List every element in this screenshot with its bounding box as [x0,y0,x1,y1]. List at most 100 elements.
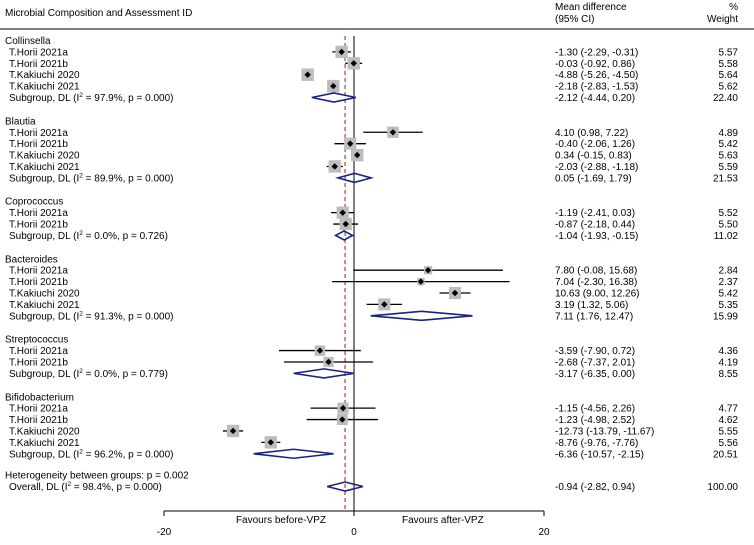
effect-ci-text: -0.87 (-2.18, 0.44) [555,220,635,231]
effect-ci-text: -2.18 (-2.83, -1.53) [555,82,638,93]
subgroup-diamond [293,368,355,379]
weight-text: 5.58 [719,59,739,70]
weight-text: 5.57 [719,47,739,58]
study-label: T.Horii 2021b [9,139,68,150]
weight-text: 5.64 [719,70,739,81]
study-label: T.Horii 2021a [9,404,68,415]
subgroup-ci-text: -3.17 (-6.35, 0.00) [555,369,635,380]
effect-ci-text: -2.68 (-7.37, 2.01) [555,357,635,368]
point-estimate [417,278,425,285]
effect-ci-text: -2.03 (-2.88, -1.18) [555,162,638,173]
effect-ci-text: -12.73 (-13.79, -11.67) [555,426,654,437]
effect-ci-text: 0.34 (-0.15, 0.83) [555,151,632,162]
group-heading: Bifidobacterium [5,392,74,403]
effect-ci-text: -0.03 (-0.92, 0.86) [555,59,635,70]
weight-text: 5.42 [719,139,739,150]
weight-text: 5.50 [719,220,739,231]
subgroup-diamond [333,230,355,241]
weight-text: 5.42 [719,289,739,300]
study-label: T.Horii 2021b [9,220,68,231]
subgroup-label: Subgroup, DL (I2 = 96.2%, p = 0.000) [9,448,173,460]
group-heading: Coprococcus [5,197,63,208]
effect-ci-text: 10.63 (9.00, 12.26) [555,289,640,300]
point-estimate [316,347,324,354]
subgroup-diamond [311,92,357,103]
effect-ci-text: 7.04 (-2.30, 16.38) [555,277,637,288]
study-label: T.Horii 2021b [9,415,68,426]
study-label: T.Horii 2021a [9,266,68,277]
weight-text: 4.19 [719,357,739,368]
effect-ci-text: 3.19 (1.32, 5.06) [555,300,628,311]
weight-text: 5.62 [719,82,739,93]
effect-ci-text: -1.15 (-4.56, 2.26) [555,404,635,415]
favours-left-label: Favours before-VPZ [236,515,326,526]
point-estimate [331,163,338,170]
subgroup-ci-text: -6.36 (-10.57, -2.15) [555,449,644,460]
overall-weight-text: 100.00 [707,482,738,493]
point-estimate [339,209,346,216]
weight-text: 5.35 [719,300,739,311]
study-label: T.Horii 2021a [9,128,68,139]
overall-diamond [327,481,364,492]
study-label: T.Horii 2021a [9,47,68,58]
point-estimate [338,48,345,56]
weight-text: 2.37 [719,277,739,288]
effect-ci-text: 4.10 (0.98, 7.22) [555,128,628,139]
group-heading: Bacteroides [5,254,58,265]
group-heading: Blautia [5,116,36,127]
effect-ci-text: -0.40 (-2.06, 1.26) [555,139,635,150]
subgroup-weight-text: 20.51 [713,449,738,460]
subgroup-ci-text: 7.11 (1.76, 12.47) [555,311,633,322]
study-label: T.Kakiuchi 2020 [9,426,80,437]
subgroup-label: Subgroup, DL (I2 = 89.9%, p = 0.000) [9,172,173,184]
weight-text: 4.62 [719,415,739,426]
subgroup-label: Subgroup, DL (I2 = 97.9%, p = 0.000) [9,92,173,104]
overall-label: Overall, DL (I2 = 98.4%, p = 0.000) [9,481,162,493]
subgroup-ci-text: 0.05 (-1.69, 1.79) [555,173,632,184]
point-estimate [350,60,357,67]
study-label: T.Horii 2021a [9,346,68,357]
effect-ci-text: 7.80 (-0.08, 15.68) [555,266,637,277]
subgroup-diamond [253,448,334,460]
weight-text: 5.56 [719,438,739,449]
weight-text: 5.63 [719,151,739,162]
subgroup-label: Subgroup, DL (I2 = 0.0%, p = 0.726) [9,230,168,242]
subgroup-diamond [334,172,375,184]
point-estimate [381,301,388,308]
weight-text: 2.84 [719,266,739,277]
point-estimate [229,427,237,435]
study-label: T.Kakiuchi 2020 [9,70,80,81]
point-estimate [389,129,397,136]
subgroup-diamond [370,310,473,322]
effect-header-line1: Mean difference [555,2,627,13]
weight-header-line2: Weight [707,14,738,25]
subgroup-weight-text: 22.40 [713,93,738,104]
column-title: Microbial Composition and Assessment ID [5,8,192,19]
x-tick-label: -20 [157,527,172,538]
effect-ci-text: -1.23 (-4.98, 2.52) [555,415,635,426]
point-estimate [347,140,354,147]
study-label: T.Kakiuchi 2021 [9,438,80,449]
effect-header-line2: (95% CI) [555,14,594,25]
effect-ci-text: -4.88 (-5.26, -4.50) [555,70,638,81]
subgroup-ci-text: -2.12 (-4.44, 0.20) [555,93,635,104]
point-estimate [304,71,311,78]
study-label: T.Kakiuchi 2021 [9,300,80,311]
x-tick-label: 20 [538,527,550,538]
point-estimate [451,289,459,297]
subgroup-weight-text: 11.02 [714,231,739,242]
effect-ci-text: -3.59 (-7.90, 0.72) [555,346,635,357]
favours-right-label: Favours after-VPZ [402,515,484,526]
subgroup-weight-text: 21.53 [713,173,738,184]
subgroup-label: Subgroup, DL (I2 = 0.0%, p = 0.779) [9,368,168,380]
study-label: T.Horii 2021b [9,357,68,368]
point-estimate [325,358,332,366]
overall-ci-text: -0.94 (-2.82, 0.94) [555,482,635,493]
subgroup-label: Subgroup, DL (I2 = 91.3%, p = 0.000) [9,310,173,322]
subgroup-weight-text: 8.55 [719,369,739,380]
heterogeneity-text: Heterogeneity between groups: p = 0.002 [5,471,189,482]
study-label: T.Horii 2021b [9,59,68,70]
point-estimate [339,416,346,423]
study-label: T.Horii 2021b [9,277,68,288]
